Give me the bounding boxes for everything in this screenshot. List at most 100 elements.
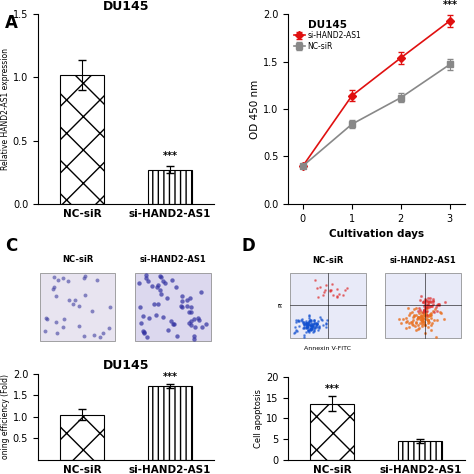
Point [178,303,186,311]
Point [163,294,171,302]
Point [427,315,435,322]
Point [429,300,437,307]
Point [75,302,83,310]
Text: A: A [5,14,18,32]
Point [419,317,427,325]
Point [314,318,322,325]
Text: ***: *** [163,151,178,161]
Point [417,306,424,314]
Point [296,322,303,330]
Point [319,291,327,299]
Point [421,321,429,329]
Point [423,314,431,321]
Point [81,291,88,299]
Point [191,335,198,343]
Point [321,286,328,294]
Point [322,282,330,289]
Point [326,287,334,295]
Point [328,286,335,293]
Point [441,298,449,306]
Point [426,297,434,304]
Point [310,316,318,323]
Point [88,307,96,314]
Point [298,317,306,324]
Point [422,310,429,318]
Point [420,307,428,315]
Point [412,326,420,334]
Point [423,311,430,319]
Point [414,325,422,333]
Point [413,316,421,323]
Point [310,317,318,324]
Point [415,310,422,317]
Point [308,322,315,329]
Point [429,297,437,305]
Point [99,329,107,337]
Point [81,274,88,282]
Point [417,316,425,324]
Point [60,315,68,323]
Point [303,320,310,328]
Point [305,318,312,325]
Point [408,308,416,316]
Point [292,326,300,333]
Point [420,297,428,305]
Point [310,320,318,328]
Point [310,327,318,335]
Point [415,304,423,311]
Point [420,306,428,313]
Point [412,305,419,312]
Bar [399,441,443,460]
Point [314,319,321,327]
Point [415,313,422,321]
Point [300,324,308,331]
Point [320,288,328,296]
Text: NC-siR: NC-siR [312,255,344,264]
Point [71,297,78,304]
Point [403,318,411,325]
Point [302,319,310,327]
Point [424,304,431,312]
Point [425,303,433,310]
Point [313,323,321,331]
Point [406,311,413,319]
Bar [310,404,355,460]
Point [402,314,410,322]
Point [311,323,319,331]
Point [429,307,437,315]
Point [53,329,61,337]
Point [311,277,319,284]
Point [334,293,341,301]
Point [306,316,314,324]
Point [414,321,422,328]
Point [428,302,436,310]
Point [307,327,315,334]
Point [409,316,417,324]
Point [419,313,426,320]
Point [299,319,307,326]
Point [309,328,317,336]
Point [422,304,430,311]
Point [421,321,428,328]
Point [426,311,434,319]
Point [302,320,310,328]
Point [309,322,316,330]
Legend: si-HAND2-AS1, NC-siR: si-HAND2-AS1, NC-siR [292,18,363,52]
Point [343,285,351,292]
Point [50,273,58,281]
Point [143,333,150,340]
Point [420,321,428,328]
Point [302,319,310,327]
Point [187,303,194,310]
Point [310,319,318,327]
Point [307,325,315,333]
Point [135,280,143,287]
Point [65,296,73,304]
Title: DU145: DU145 [103,0,149,13]
Point [292,328,299,336]
Point [335,290,343,298]
Bar [60,75,104,204]
Point [307,325,314,333]
Point [302,319,310,327]
Point [142,272,150,279]
